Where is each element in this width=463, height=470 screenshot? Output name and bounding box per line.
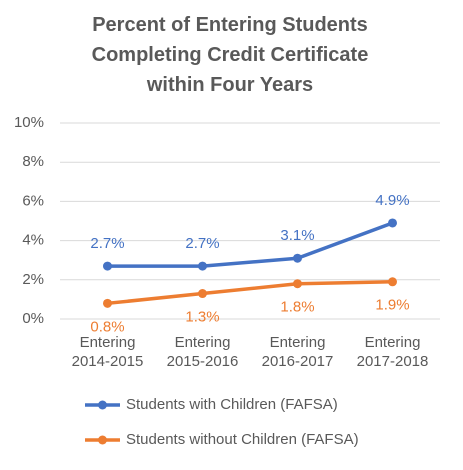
y-tick-label: 8%	[22, 153, 44, 170]
point	[103, 261, 112, 271]
x-tick-label: Entering 2016-2017	[261, 334, 334, 370]
y-tick-label: 4%	[22, 232, 44, 249]
point	[103, 298, 112, 308]
series-line	[107, 280, 393, 306]
x-tick-label: Entering 2015-2016	[166, 334, 239, 370]
y-tick-label: 6%	[22, 192, 44, 209]
point	[198, 289, 207, 299]
data-label: 3.1%	[280, 227, 314, 244]
data-label: 1.8%	[280, 299, 314, 316]
y-tick-label: 0%	[22, 310, 44, 327]
legend-marker	[98, 400, 107, 410]
data-label: 4.9%	[375, 192, 409, 209]
point	[388, 218, 397, 228]
point	[198, 261, 207, 271]
chart-title: Percent of Entering Students Completing …	[91, 14, 369, 96]
y-tick-label: 10%	[14, 114, 44, 131]
data-label: 1.3%	[185, 308, 219, 325]
x-tick-label: Entering 2014-2015	[71, 334, 144, 370]
legend-label: Students with Children (FAFSA)	[126, 396, 338, 413]
legend-marker	[98, 435, 107, 445]
point	[388, 277, 397, 287]
data-label: 1.9%	[375, 297, 409, 314]
data-label: 2.7%	[185, 235, 219, 252]
point	[293, 253, 302, 263]
data-label: 2.7%	[90, 235, 124, 252]
data-label: 0.8%	[90, 318, 124, 335]
series-line	[107, 221, 394, 268]
legend-label: Students without Children (FAFSA)	[126, 431, 359, 448]
point	[293, 279, 302, 289]
x-tick-label: Entering 2017-2018	[356, 334, 429, 370]
y-tick-label: 2%	[22, 271, 44, 288]
